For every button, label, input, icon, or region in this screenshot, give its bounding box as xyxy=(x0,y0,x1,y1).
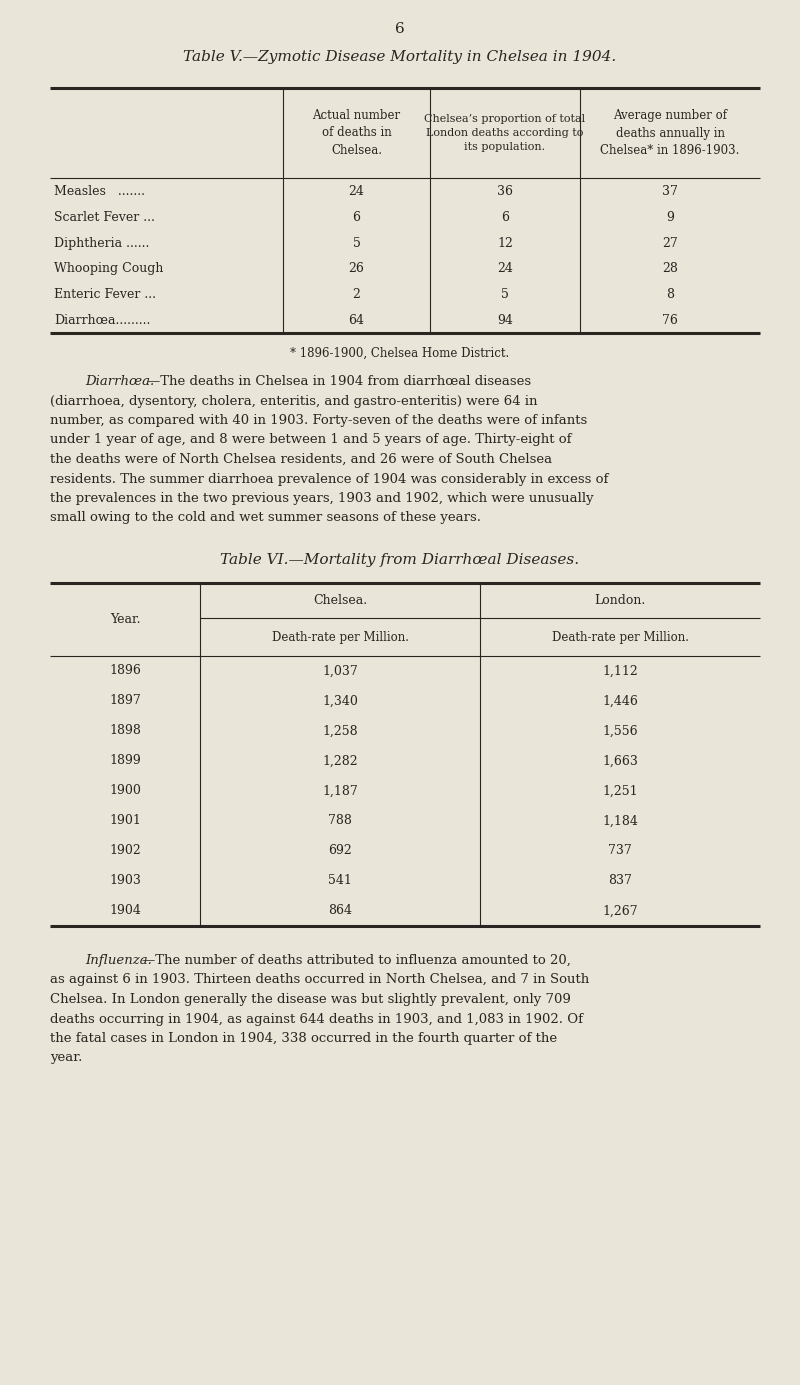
Text: 28: 28 xyxy=(662,262,678,276)
Text: 1,251: 1,251 xyxy=(602,784,638,798)
Text: 2: 2 xyxy=(353,288,361,302)
Text: 12: 12 xyxy=(497,237,513,249)
Text: 1897: 1897 xyxy=(109,694,141,708)
Text: under 1 year of age, and 8 were between 1 and 5 years of age. Thirty-eight of: under 1 year of age, and 8 were between … xyxy=(50,434,571,446)
Text: 1,340: 1,340 xyxy=(322,694,358,708)
Text: 1,187: 1,187 xyxy=(322,784,358,798)
Text: the deaths were of North Chelsea residents, and 26 were of South Chelsea: the deaths were of North Chelsea residen… xyxy=(50,453,552,465)
Text: number, as compared with 40 in 1903. Forty-seven of the deaths were of infants: number, as compared with 40 in 1903. For… xyxy=(50,414,587,427)
Text: deaths occurring in 1904, as against 644 deaths in 1903, and 1,083 in 1902. Of: deaths occurring in 1904, as against 644… xyxy=(50,1012,583,1025)
Text: Whooping Cough: Whooping Cough xyxy=(54,262,163,276)
Text: 1899: 1899 xyxy=(109,755,141,767)
Text: 1,446: 1,446 xyxy=(602,694,638,708)
Text: 1,184: 1,184 xyxy=(602,814,638,827)
Text: Enteric Fever ...: Enteric Fever ... xyxy=(54,288,156,302)
Text: 26: 26 xyxy=(349,262,365,276)
Text: 1903: 1903 xyxy=(109,874,141,888)
Text: 6: 6 xyxy=(501,211,509,224)
Text: London.: London. xyxy=(594,594,646,607)
Text: year.: year. xyxy=(50,1051,82,1065)
Text: Year.: Year. xyxy=(110,614,140,626)
Text: 1,282: 1,282 xyxy=(322,755,358,767)
Text: 1900: 1900 xyxy=(109,784,141,798)
Text: 864: 864 xyxy=(328,904,352,917)
Text: —The number of deaths attributed to influenza amounted to 20,: —The number of deaths attributed to infl… xyxy=(142,954,571,967)
Text: 24: 24 xyxy=(497,262,513,276)
Text: Table V.—Zymotic Disease Mortality in Chelsea in 1904.: Table V.—Zymotic Disease Mortality in Ch… xyxy=(183,50,617,64)
Text: 64: 64 xyxy=(349,314,365,327)
Text: 1,556: 1,556 xyxy=(602,724,638,737)
Text: Measles   .......: Measles ....... xyxy=(54,186,145,198)
Text: 76: 76 xyxy=(662,314,678,327)
Text: Chelsea.: Chelsea. xyxy=(313,594,367,607)
Text: residents. The summer diarrhoea prevalence of 1904 was considerably in excess of: residents. The summer diarrhoea prevalen… xyxy=(50,472,608,486)
Text: 1,267: 1,267 xyxy=(602,904,638,917)
Text: 6: 6 xyxy=(395,22,405,36)
Text: 1,112: 1,112 xyxy=(602,665,638,677)
Text: 36: 36 xyxy=(497,186,513,198)
Text: Diarrhœa.........: Diarrhœa......... xyxy=(54,314,150,327)
Text: 1896: 1896 xyxy=(109,665,141,677)
Text: Chelsea. In London generally the disease was but slightly prevalent, only 709: Chelsea. In London generally the disease… xyxy=(50,993,571,1006)
Text: 541: 541 xyxy=(328,874,352,888)
Text: Scarlet Fever ...: Scarlet Fever ... xyxy=(54,211,155,224)
Text: Diarrhœa.: Diarrhœa. xyxy=(85,375,154,388)
Text: 737: 737 xyxy=(608,845,632,857)
Text: * 1896-1900, Chelsea Home District.: * 1896-1900, Chelsea Home District. xyxy=(290,348,510,360)
Text: 8: 8 xyxy=(666,288,674,302)
Text: 24: 24 xyxy=(349,186,365,198)
Text: 5: 5 xyxy=(353,237,361,249)
Text: (diarrhoea, dysentory, cholera, enteritis, and gastro-enteritis) were 64 in: (diarrhoea, dysentory, cholera, enteriti… xyxy=(50,395,538,407)
Text: 692: 692 xyxy=(328,845,352,857)
Text: 1902: 1902 xyxy=(109,845,141,857)
Text: Actual number
of deaths in
Chelsea.: Actual number of deaths in Chelsea. xyxy=(313,109,401,157)
Text: 788: 788 xyxy=(328,814,352,827)
Text: 6: 6 xyxy=(353,211,361,224)
Text: 1904: 1904 xyxy=(109,904,141,917)
Text: the prevalences in the two previous years, 1903 and 1902, which were unusually: the prevalences in the two previous year… xyxy=(50,492,594,506)
Text: 1,258: 1,258 xyxy=(322,724,358,737)
Text: 1898: 1898 xyxy=(109,724,141,737)
Text: 1,037: 1,037 xyxy=(322,665,358,677)
Text: 1,663: 1,663 xyxy=(602,755,638,767)
Text: 37: 37 xyxy=(662,186,678,198)
Text: 1901: 1901 xyxy=(109,814,141,827)
Text: as against 6 in 1903. Thirteen deaths occurred in North Chelsea, and 7 in South: as against 6 in 1903. Thirteen deaths oc… xyxy=(50,974,590,986)
Text: 94: 94 xyxy=(497,314,513,327)
Text: Death-rate per Million.: Death-rate per Million. xyxy=(551,630,689,644)
Text: 27: 27 xyxy=(662,237,678,249)
Text: 9: 9 xyxy=(666,211,674,224)
Text: Table VI.—Mortality from Diarrhœal Diseases.: Table VI.—Mortality from Diarrhœal Disea… xyxy=(221,553,579,566)
Text: 837: 837 xyxy=(608,874,632,888)
Text: Chelsea’s proportion of total
London deaths according to
its population.: Chelsea’s proportion of total London dea… xyxy=(425,115,586,151)
Text: Influenza.: Influenza. xyxy=(85,954,152,967)
Text: the fatal cases in London in 1904, 338 occurred in the fourth quarter of the: the fatal cases in London in 1904, 338 o… xyxy=(50,1032,557,1046)
Text: small owing to the cold and wet summer seasons of these years.: small owing to the cold and wet summer s… xyxy=(50,511,481,525)
Text: Diphtheria ......: Diphtheria ...... xyxy=(54,237,150,249)
Text: —The deaths in Chelsea in 1904 from diarrhœal diseases: —The deaths in Chelsea in 1904 from diar… xyxy=(147,375,531,388)
Text: Death-rate per Million.: Death-rate per Million. xyxy=(271,630,409,644)
Text: Average number of
deaths annually in
Chelsea* in 1896-1903.: Average number of deaths annually in Che… xyxy=(600,109,740,157)
Text: 5: 5 xyxy=(501,288,509,302)
